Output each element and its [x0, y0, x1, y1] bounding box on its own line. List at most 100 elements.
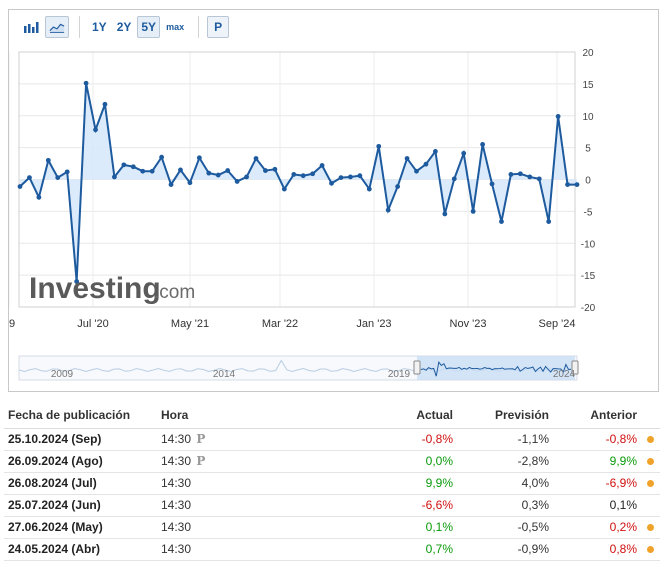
row-revision [641, 516, 660, 539]
row-actual: 0,1% [327, 516, 457, 539]
row-previous: 0,8% [553, 538, 641, 561]
range-1y-button[interactable]: 1Y [92, 20, 107, 34]
row-previous: 0,1% [553, 494, 641, 517]
navigator-left-handle[interactable] [413, 360, 421, 375]
revision-dot-icon[interactable] [647, 546, 654, 553]
data-point [291, 172, 297, 177]
data-point [404, 156, 410, 161]
table-header-row: Fecha de publicación Hora Actual Previsi… [4, 402, 660, 429]
revision-dot-icon[interactable] [647, 480, 654, 487]
data-point [442, 211, 448, 217]
data-point [196, 155, 202, 161]
events-table: Fecha de publicación Hora Actual Previsi… [4, 402, 660, 561]
data-point [55, 175, 61, 180]
chart-toolbar: 1Y 2Y 5Y max P [19, 15, 231, 39]
data-point [470, 208, 476, 214]
x-tick-label: Nov '23 [450, 318, 487, 330]
data-point [489, 181, 495, 187]
row-time-text: 14:30 [161, 454, 192, 468]
range-2y-button[interactable]: 2Y [116, 20, 132, 34]
data-point [300, 173, 306, 179]
range-navigator[interactable]: 2009 2014 2019 2024 [18, 355, 579, 381]
y-tick-label: -15 [581, 271, 596, 282]
header-forecast: Previsión [457, 402, 553, 429]
data-point [385, 207, 391, 213]
preliminary-icon[interactable]: P [196, 432, 206, 446]
row-date: 25.10.2024 (Sep) [4, 428, 157, 451]
table-row: 27.06.2024 (May) 14:30 0,1% -0,5% 0,2% [4, 516, 660, 539]
header-spacer [641, 402, 660, 429]
preliminary-icon[interactable]: P [196, 454, 206, 468]
data-point [121, 162, 127, 168]
x-tick-label: Jul '20 [77, 318, 108, 330]
data-point [357, 173, 363, 179]
range-max-button[interactable]: max [166, 22, 185, 32]
watermark-suffix: .com [154, 282, 195, 303]
x-tick-label: May '21 [171, 318, 209, 330]
row-time: 14:30 P [157, 428, 327, 451]
x-tick-label: Mar '22 [262, 318, 298, 330]
y-tick-label: -10 [581, 239, 596, 250]
table-body: 25.10.2024 (Sep) 14:30 P -0,8% -1,1% -0,8% 26… [4, 428, 660, 561]
data-point [423, 161, 429, 167]
y-tick-label: -20 [581, 303, 596, 314]
bar-chart-icon[interactable] [19, 16, 43, 38]
row-date: 26.08.2024 (Jul) [4, 472, 157, 495]
data-point [187, 180, 193, 186]
data-point [83, 80, 89, 86]
header-date: Fecha de publicación [4, 402, 157, 429]
preliminary-toggle-button[interactable]: P [207, 16, 230, 38]
range-5y-button[interactable]: 5Y [137, 16, 161, 38]
data-point [102, 101, 108, 107]
table-row: 26.08.2024 (Jul) 14:30 9,9% 4,0% -6,9% [4, 472, 660, 495]
revision-dot-icon[interactable] [647, 524, 654, 531]
row-revision [641, 428, 660, 451]
x-tick-label: Jan '23 [356, 318, 391, 330]
navigator-selection-line [420, 361, 571, 377]
data-point [319, 163, 325, 168]
row-time-text: 14:30 [161, 498, 192, 512]
data-point [329, 180, 334, 186]
navigator-tick-label: 2009 [51, 369, 74, 380]
row-actual: 0,7% [327, 538, 457, 561]
table-row: 24.05.2024 (Abr) 14:30 0,7% -0,9% 0,8% [4, 538, 660, 561]
row-time-text: 14:30 [161, 542, 192, 556]
data-point [461, 150, 467, 156]
data-point [338, 175, 344, 180]
y-axis-ticks: 20 15 10 5 0 -5 -10 -15 -20 [581, 48, 596, 314]
data-point [508, 172, 514, 177]
table-row: 25.10.2024 (Sep) 14:30 P -0,8% -1,1% -0,8% [4, 428, 660, 451]
y-tick-label: 20 [582, 48, 594, 59]
y-tick-label: 5 [585, 144, 591, 155]
x-axis-ticks: 9 Jul '20 May '21 Mar '22 Jan '23 Nov '23 Sep … [9, 318, 575, 330]
chart-series-line [19, 83, 577, 282]
table-row: 26.09.2024 (Ago) 14:30 P 0,0% -2,8% 9,9% [4, 450, 660, 473]
investing-watermark: Investing .com [29, 272, 195, 305]
data-point [395, 184, 401, 189]
data-point [74, 279, 80, 284]
navigator-right-handle[interactable] [571, 360, 579, 375]
row-revision [641, 538, 660, 561]
row-forecast: 4,0% [457, 472, 553, 495]
data-point [451, 176, 457, 182]
row-time-text: 14:30 [161, 520, 192, 534]
data-point [432, 149, 438, 154]
data-point [93, 127, 98, 133]
row-date: 25.07.2024 (Jun) [4, 494, 157, 517]
header-time: Hora [157, 402, 327, 429]
row-date: 27.06.2024 (May) [4, 516, 157, 539]
data-point [112, 174, 117, 180]
y-tick-label: 15 [582, 80, 594, 91]
navigator-selection [417, 356, 575, 380]
area-chart-icon[interactable] [45, 16, 69, 38]
data-point [168, 182, 174, 188]
table-row: 25.07.2024 (Jun) 14:30 -6,6% 0,3% 0,1% [4, 494, 660, 517]
revision-dot-icon[interactable] [647, 436, 654, 443]
row-actual: -0,8% [327, 428, 457, 451]
data-point [64, 169, 70, 175]
data-point [234, 179, 240, 184]
data-point [527, 174, 533, 180]
row-revision [641, 472, 660, 495]
revision-dot-icon[interactable] [647, 458, 654, 465]
data-point [517, 171, 523, 177]
